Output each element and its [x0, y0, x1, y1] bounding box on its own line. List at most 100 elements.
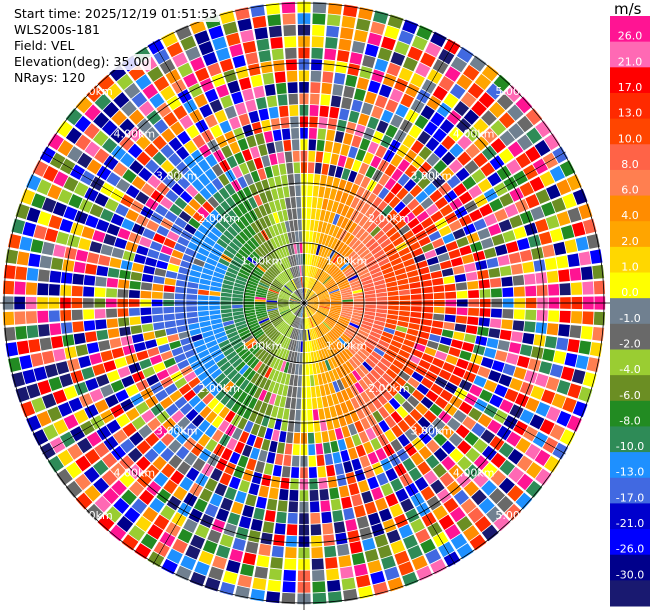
velocity-gate: [232, 537, 246, 552]
velocity-gate: [556, 380, 571, 395]
velocity-gate: [63, 206, 78, 221]
velocity-gate: [284, 443, 293, 455]
velocity-gate: [276, 82, 287, 95]
velocity-gate: [191, 414, 205, 428]
velocity-gate: [438, 76, 455, 92]
velocity-gate: [278, 322, 287, 332]
velocity-gate: [171, 410, 185, 424]
velocity-gate: [245, 52, 259, 65]
velocity-gate: [353, 504, 366, 518]
velocity-gate: [508, 123, 525, 140]
velocity-gate: [373, 213, 385, 225]
velocity-gate: [221, 312, 233, 318]
velocity-gate: [354, 469, 366, 482]
velocity-gate: [190, 428, 204, 442]
velocity-gate: [321, 511, 332, 524]
velocity-gate: [291, 294, 301, 301]
velocity-gate: [319, 324, 327, 334]
velocity-gate: [316, 288, 327, 295]
velocity-gate: [315, 151, 324, 163]
velocity-gate: [321, 82, 332, 95]
velocity-gate: [213, 327, 225, 335]
velocity-gate: [283, 361, 290, 373]
velocity-gate: [287, 174, 295, 186]
velocity-gate: [37, 283, 49, 296]
velocity-gate: [356, 350, 368, 361]
velocity-gate: [116, 413, 131, 428]
velocity-gate: [499, 399, 514, 414]
velocity-gate: [310, 93, 320, 105]
velocity-gate: [128, 362, 142, 374]
velocity-gate: [246, 283, 257, 289]
velocity-gate: [263, 130, 274, 143]
velocity-gate: [319, 304, 331, 307]
velocity-gate: [519, 381, 534, 396]
velocity-gate: [128, 232, 142, 244]
velocity-gate: [381, 36, 396, 51]
velocity-gate: [242, 504, 255, 518]
velocity-gate: [167, 333, 180, 343]
range-ring-label: 4.00km: [453, 127, 495, 140]
velocity-gate: [385, 318, 398, 325]
velocity-gate: [436, 488, 452, 504]
velocity-gate: [267, 177, 276, 190]
velocity-gate: [312, 315, 319, 326]
velocity-gate: [345, 207, 355, 219]
velocity-gate: [142, 506, 159, 523]
velocity-gate: [231, 91, 244, 105]
velocity-gate: [289, 304, 301, 308]
velocity-gate: [504, 503, 522, 521]
velocity-gate: [369, 384, 381, 397]
velocity-gate: [182, 343, 195, 352]
velocity-gate: [57, 449, 74, 467]
velocity-gate: [373, 381, 385, 393]
velocity-gate: [260, 351, 270, 363]
velocity-gate: [84, 448, 101, 465]
velocity-gate: [258, 317, 270, 324]
velocity-gate: [75, 134, 92, 151]
velocity-gate: [306, 386, 312, 398]
velocity-gate: [353, 304, 365, 308]
velocity-gate: [559, 160, 576, 177]
velocity-gate: [372, 581, 389, 596]
velocity-gate: [169, 424, 183, 438]
velocity-gate: [84, 141, 101, 158]
velocity-gate: [280, 221, 287, 234]
velocity-gate: [248, 63, 261, 76]
velocity-gate: [263, 324, 274, 333]
velocity-gate: [382, 222, 394, 234]
velocity-gate: [288, 93, 298, 105]
velocity-gate: [246, 239, 257, 251]
velocity-gate: [173, 105, 188, 120]
velocity-gate: [210, 226, 223, 238]
velocity-gate: [332, 509, 344, 522]
velocity-gate: [287, 256, 293, 267]
velocity-gate: [308, 277, 313, 289]
velocity-gate: [73, 261, 86, 274]
velocity-gate: [210, 368, 223, 380]
velocity-gate: [293, 162, 301, 174]
velocity-gate: [276, 152, 285, 164]
velocity-gate: [420, 52, 436, 68]
velocity-gate: [307, 303, 319, 307]
velocity-gate: [211, 322, 224, 330]
velocity-gate: [329, 309, 341, 314]
velocity-gate: [433, 285, 445, 293]
velocity-gate: [53, 348, 66, 362]
velocity-gate: [569, 325, 582, 339]
velocity-gate: [268, 487, 279, 500]
velocity-gate: [289, 303, 301, 306]
velocity-gate: [299, 352, 303, 364]
velocity-gate: [398, 387, 411, 400]
velocity-gate: [464, 262, 477, 273]
velocity-gate: [319, 301, 331, 303]
velocity-gate: [255, 306, 266, 310]
velocity-gate: [222, 316, 234, 323]
velocity-gate: [474, 73, 492, 91]
velocity-gate: [371, 271, 383, 279]
velocity-gate: [79, 198, 94, 213]
velocity-gate: [298, 306, 303, 317]
velocity-gate: [316, 454, 325, 467]
velocity-gate: [307, 341, 311, 352]
velocity-gate: [282, 287, 292, 295]
